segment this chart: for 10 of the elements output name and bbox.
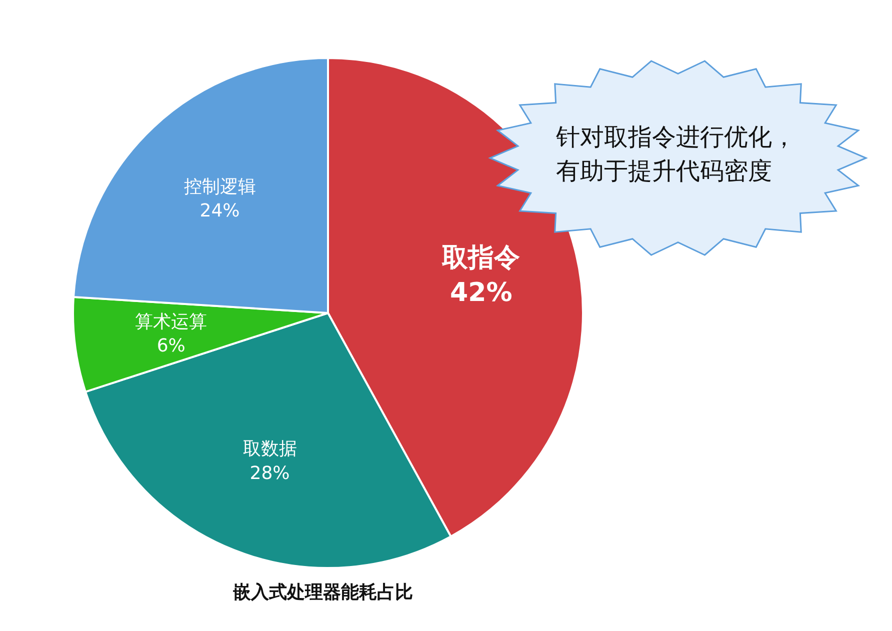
text: 针对取指令进行优化，有助于提升代码密度	[556, 122, 797, 187]
data-label: 28%	[250, 462, 290, 484]
slice-label: 控制逻辑	[184, 176, 256, 198]
slice-label: 算术运算	[135, 311, 208, 332]
data-label: 6%	[156, 336, 186, 357]
data-label: 42%	[450, 278, 512, 308]
slice-label: 取数据	[242, 438, 297, 460]
data-label: 24%	[200, 200, 240, 222]
slice-label: 取指令	[441, 242, 520, 273]
text: 嵌入式处理器能耗占比	[232, 581, 414, 604]
